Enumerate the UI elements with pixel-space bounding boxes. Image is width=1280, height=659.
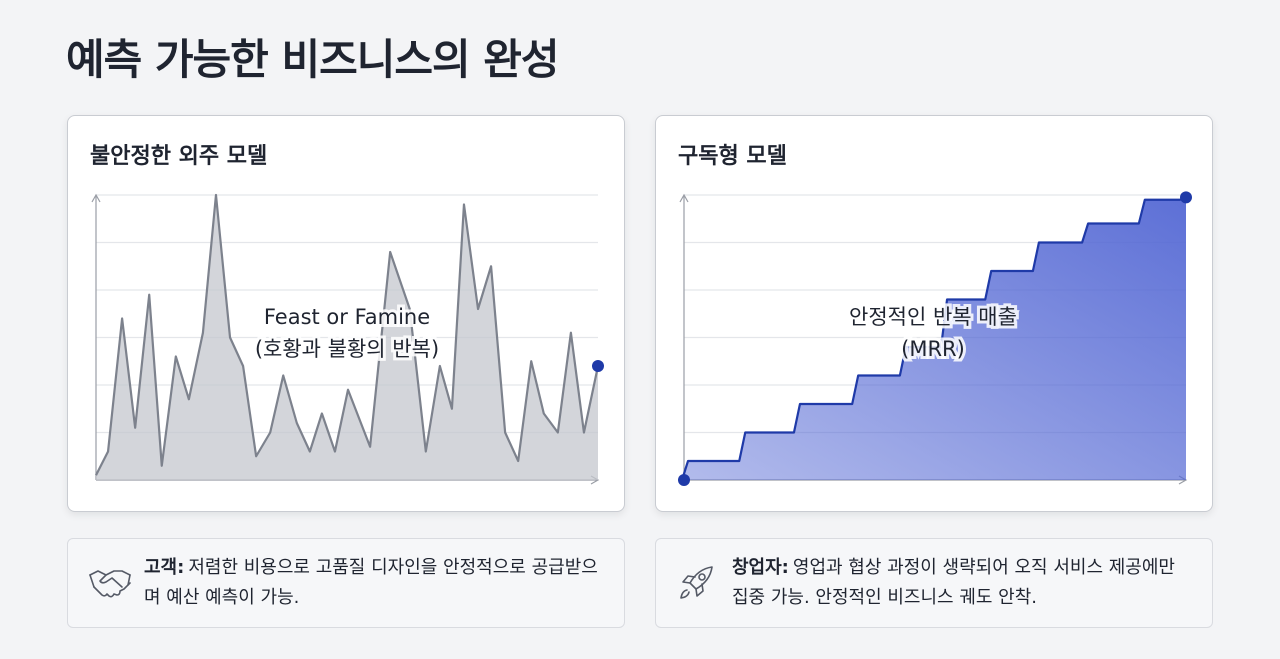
end-point	[1180, 191, 1192, 204]
end-point	[592, 360, 604, 372]
area	[96, 195, 598, 480]
note-text: 창업자: 영업과 협상 과정이 생략되어 오직 서비스 제공에만 집중 가능. 안…	[732, 553, 1187, 613]
note-body: 영업과 협상 과정이 생략되어 오직 서비스 제공에만 집중 가능. 안정적인 …	[732, 557, 1175, 608]
y-axis	[91, 193, 101, 480]
annotation: (MRR)	[901, 337, 965, 361]
chart-title: 구독형 모델	[678, 144, 787, 169]
y-axis	[679, 193, 689, 480]
note-card: 고객: 저렴한 비용으로 고품질 디자인을 안정적으로 공급받으며 예산 예측이 …	[67, 538, 625, 628]
annotation: Feast or Famine	[264, 305, 430, 329]
note-body: 저렴한 비용으로 고품질 디자인을 안정적으로 공급받으며 예산 예측이 가능.	[144, 557, 598, 608]
chart-title: 불안정한 외주 모델	[90, 144, 268, 169]
page-title: 예측 가능한 비즈니스의 완성	[66, 35, 560, 84]
annotation: 안정적인 반복 매출	[849, 305, 1017, 329]
note-text: 고객: 저렴한 비용으로 고품질 디자인을 안정적으로 공급받으며 예산 예측이 …	[144, 553, 599, 613]
line	[680, 196, 1187, 482]
note-card: 창업자: 영업과 협상 과정이 생략되어 오직 서비스 제공에만 집중 가능. 안…	[655, 538, 1213, 628]
line	[95, 193, 600, 476]
note-label: 고객:	[144, 557, 185, 578]
handshake-icon	[89, 570, 131, 598]
end-point	[678, 474, 690, 486]
area	[682, 197, 1186, 480]
annotation: (호황과 불황의 반복)	[255, 337, 439, 361]
note-label: 창업자:	[732, 557, 789, 578]
rocket-icon	[680, 566, 713, 599]
